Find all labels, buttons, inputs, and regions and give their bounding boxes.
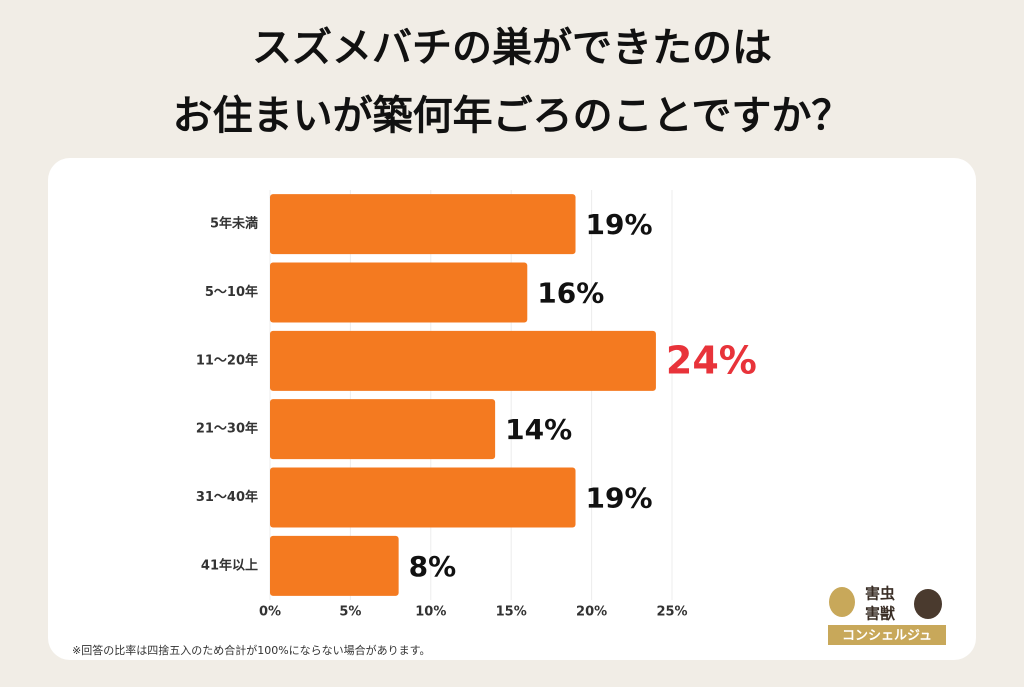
value-label: 8% — [409, 550, 457, 583]
bar — [270, 194, 576, 255]
value-label: 16% — [537, 277, 604, 310]
bar — [270, 330, 656, 391]
y-tick-label: 5〜10年 — [205, 284, 258, 300]
logo-bee — [829, 587, 855, 617]
logo-text: 害虫 — [865, 585, 895, 603]
plot: 0% 5% 10% 15% 20% 25% 5年未満 19% 5〜10年 16% 11〜20年 24%… — [196, 190, 757, 620]
y-tick-label: 31〜40年 — [196, 489, 258, 505]
y-tick-label: 41年以上 — [201, 557, 258, 573]
x-tick-label: 10% — [415, 605, 446, 620]
y-tick-label: 21〜30年 — [196, 421, 258, 437]
chart-title: お住まいが築何年ごろのことですか？ — [173, 93, 852, 139]
bar — [270, 399, 496, 460]
x-tick-label: 25% — [656, 605, 687, 620]
logo-text: コンシェルジュ — [842, 629, 932, 644]
bar — [270, 262, 528, 323]
y-tick-label: 5年未満 — [210, 216, 258, 232]
logo: 害虫 害獣 コンシェルジュ — [828, 585, 946, 645]
logo-band — [828, 625, 946, 645]
x-tick-label: 20% — [576, 605, 607, 620]
value-label: 19% — [586, 208, 653, 241]
value-label: 14% — [505, 413, 572, 446]
logo-text: 害獣 — [865, 605, 896, 623]
bar — [270, 467, 576, 528]
x-tick-label: 15% — [496, 605, 527, 620]
x-tick-label: 5% — [339, 605, 361, 620]
bar — [270, 535, 399, 596]
x-tick-label: 0% — [259, 605, 281, 620]
logo-mouse — [914, 589, 942, 619]
value-label: 19% — [586, 482, 653, 515]
y-tick-label: 11〜20年 — [196, 352, 258, 368]
value-label: 24% — [666, 338, 757, 382]
chart-title: スズメバチの巣ができたのは — [252, 25, 772, 71]
footnote: ※回答の比率は四捨五入のため合計が100%にならない場合があります。 — [72, 643, 431, 657]
